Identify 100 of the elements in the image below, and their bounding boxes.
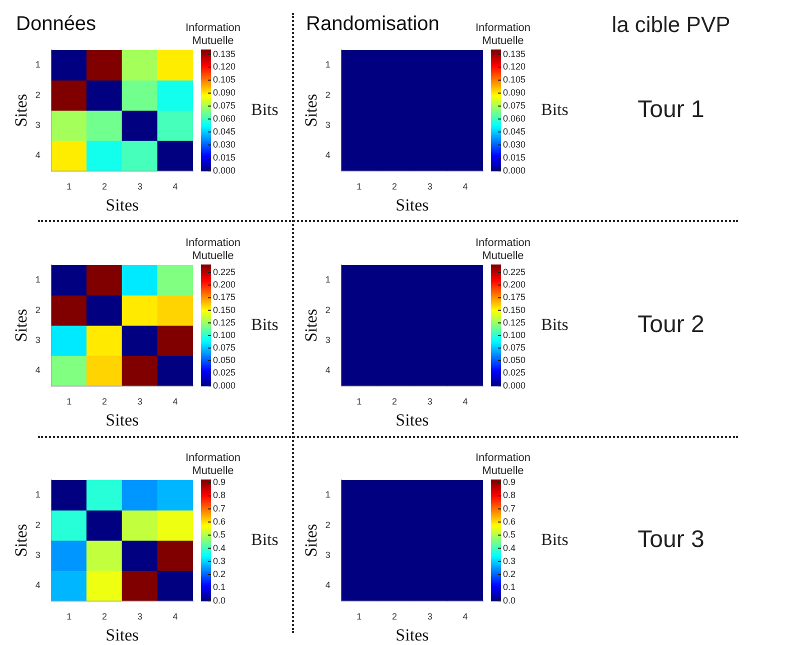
color-bar-label: 0.075 — [213, 100, 236, 111]
x-tick-label: 4 — [172, 396, 178, 407]
color-bar-label: 0.100 — [213, 330, 236, 340]
chart-title: Données — [16, 13, 96, 35]
color-bar-label: 0.8 — [213, 490, 226, 500]
color-bar-label: 0.3 — [213, 556, 226, 566]
color-bar-label: 0.9 — [503, 477, 516, 488]
x-tick-label: 4 — [172, 612, 178, 622]
y-axis-title: Sites — [12, 308, 31, 342]
color-bar-label: 0.025 — [213, 368, 236, 378]
color-bar-label: 0.6 — [503, 516, 516, 526]
x-axis-title: Sites — [106, 410, 139, 430]
x-tick-label: 4 — [462, 612, 468, 622]
x-tick-label: 2 — [392, 396, 398, 407]
color-bar-label: 0.1 — [503, 582, 516, 592]
color-bar-title: Information Mutuelle — [475, 22, 531, 47]
y-tick-label: 2 — [325, 304, 330, 315]
text: Bits — [541, 100, 568, 119]
y-tick-label: 3 — [35, 334, 40, 345]
y-tick-label: 2 — [325, 90, 330, 100]
x-tick-label: 2 — [392, 612, 398, 622]
color-bar-label: 0.120 — [213, 62, 236, 72]
color-bar-label: 0.105 — [213, 74, 236, 85]
y-tick-label: 1 — [35, 490, 40, 500]
color-bar-label: 0.045 — [503, 126, 526, 136]
color-bar-label: 0.075 — [503, 100, 526, 111]
y-tick-label: 2 — [35, 304, 40, 315]
y-tick-label: 1 — [35, 60, 40, 70]
y-tick-label: 3 — [325, 120, 330, 130]
chart-title: Randomisation — [306, 13, 440, 35]
color-bar-label: 0.090 — [213, 88, 236, 98]
color-bar-label: 0.2 — [213, 569, 226, 580]
color-bar-label: 0.075 — [503, 342, 526, 353]
y-tick-label: 1 — [325, 274, 330, 285]
color-bar-label: 0.135 — [503, 48, 526, 59]
x-tick-label: 1 — [356, 182, 362, 192]
y-tick-label: 2 — [35, 90, 40, 100]
color-bar-label: 0.225 — [213, 267, 236, 278]
y-tick-label: 3 — [35, 550, 40, 560]
color-bar-label: 0.4 — [213, 542, 226, 553]
color-bar-label: 0.015 — [503, 152, 526, 162]
x-tick-label: 3 — [137, 182, 142, 192]
color-bar-label: 0.175 — [503, 292, 526, 302]
y-tick-label: 3 — [325, 334, 330, 345]
color-bar-label: 0.015 — [213, 152, 236, 162]
y-axis-title: Sites — [302, 94, 321, 127]
color-bar-label: 0.8 — [503, 490, 516, 500]
y-tick-label: 4 — [325, 580, 330, 590]
x-tick-label: 2 — [392, 182, 398, 192]
x-tick-label: 1 — [356, 612, 362, 622]
x-tick-label: 3 — [137, 396, 142, 407]
color-bar-label: 0.9 — [213, 477, 226, 488]
text: Tour 1 — [638, 96, 704, 124]
x-tick-label: 4 — [462, 396, 468, 407]
y-tick-label: 2 — [35, 520, 40, 530]
color-bar-label: 0.000 — [503, 165, 526, 176]
y-axis-title: Sites — [12, 94, 31, 127]
color-bar-label: 0.100 — [503, 330, 526, 340]
color-bar-label: 0.105 — [503, 74, 526, 85]
color-bar-title: Information Mutuelle — [185, 452, 241, 477]
color-bar-label: 0.2 — [503, 569, 516, 580]
color-bar-label: 0.225 — [503, 267, 526, 278]
color-bar-label: 0.150 — [503, 304, 526, 315]
y-tick-label: 4 — [35, 150, 40, 160]
color-bar-label: 0.135 — [213, 48, 236, 59]
color-bar-title: Information Mutuelle — [185, 237, 241, 262]
color-bar-label: 0.0 — [503, 595, 516, 606]
color-bar-title: Information Mutuelle — [475, 237, 531, 262]
y-tick-label: 4 — [325, 150, 330, 160]
color-bar-label: 0.000 — [503, 380, 526, 390]
y-tick-label: 4 — [35, 580, 40, 590]
color-bar-label: 0.3 — [503, 556, 516, 566]
x-axis-title: Sites — [396, 410, 429, 430]
x-tick-label: 4 — [462, 182, 468, 192]
x-tick-label: 1 — [356, 396, 362, 407]
color-bar-label: 0.5 — [503, 530, 516, 540]
color-bar-label: 0.030 — [213, 139, 236, 150]
color-bar-label: 0.200 — [213, 280, 236, 290]
color-bar-label: 0.120 — [503, 62, 526, 72]
y-tick-label: 1 — [35, 274, 40, 285]
text: Bits — [541, 530, 568, 549]
x-axis-title: Sites — [106, 625, 139, 644]
x-tick-label: 2 — [102, 396, 108, 407]
color-bar-label: 0.150 — [213, 304, 236, 315]
color-bar-label: 0.075 — [213, 342, 236, 353]
text: Tour 2 — [638, 311, 704, 338]
x-axis-title: Sites — [396, 195, 429, 214]
color-bar-label: 0.050 — [213, 355, 236, 366]
text: Bits — [541, 314, 568, 334]
color-bar-label: 0.090 — [503, 88, 526, 98]
color-bar-label: 0.000 — [213, 380, 236, 390]
text: Bits — [251, 530, 278, 549]
color-bar-label: 0.5 — [213, 530, 226, 540]
color-bar-label: 0.200 — [503, 280, 526, 290]
y-axis-title: Sites — [302, 308, 321, 342]
x-tick-label: 2 — [102, 182, 108, 192]
y-tick-label: 4 — [325, 365, 330, 376]
text: Bits — [251, 314, 278, 334]
color-bar-label: 0.125 — [503, 317, 526, 328]
y-tick-label: 1 — [325, 490, 330, 500]
